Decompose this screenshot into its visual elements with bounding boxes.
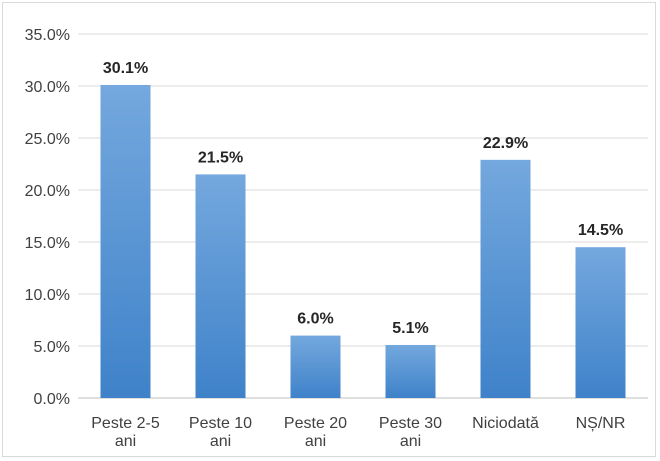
y-axis-tick-labels: 0.0% 5.0% 10.0% 15.0% 20.0% 25.0% 30.0% 35.0% — [25, 27, 70, 408]
y-tick-label: 25.0% — [25, 131, 70, 148]
bar — [195, 174, 246, 398]
data-label: 22.9% — [483, 135, 528, 152]
y-tick-label: 30.0% — [25, 79, 70, 96]
data-label: 30.1% — [103, 60, 148, 77]
bars — [100, 84, 626, 399]
x-axis-category-labels: Peste 2-5 ani Peste 10 ani Peste 20 ani Peste … — [91, 415, 625, 450]
bar — [385, 344, 436, 398]
bar — [575, 247, 626, 398]
x-tick-label: Peste 20 ani — [284, 415, 347, 450]
data-label: 21.5% — [198, 149, 243, 166]
y-tick-label: 35.0% — [25, 27, 70, 44]
bar — [100, 84, 151, 399]
y-tick-label: 0.0% — [34, 391, 70, 408]
x-tick-label: Peste 10 ani — [189, 415, 252, 450]
x-tick-label: Peste 2-5 ani — [91, 415, 160, 450]
x-tick-label: NȘ/NR — [576, 415, 626, 432]
y-tick-label: 5.0% — [34, 339, 70, 356]
bar — [480, 159, 531, 398]
y-tick-label: 10.0% — [25, 287, 70, 304]
bar — [290, 335, 341, 398]
gridlines — [78, 33, 648, 399]
data-label: 5.1% — [392, 320, 428, 337]
data-label: 14.5% — [578, 222, 623, 239]
data-label: 6.0% — [297, 311, 333, 328]
y-tick-label: 20.0% — [25, 183, 70, 200]
x-tick-label: Niciodată — [472, 415, 539, 432]
data-labels: 30.1% 21.5% 6.0% 5.1% 22.9% 14.5% — [103, 60, 623, 337]
x-tick-label: Peste 30 ani — [379, 415, 442, 450]
y-tick-label: 15.0% — [25, 235, 70, 252]
